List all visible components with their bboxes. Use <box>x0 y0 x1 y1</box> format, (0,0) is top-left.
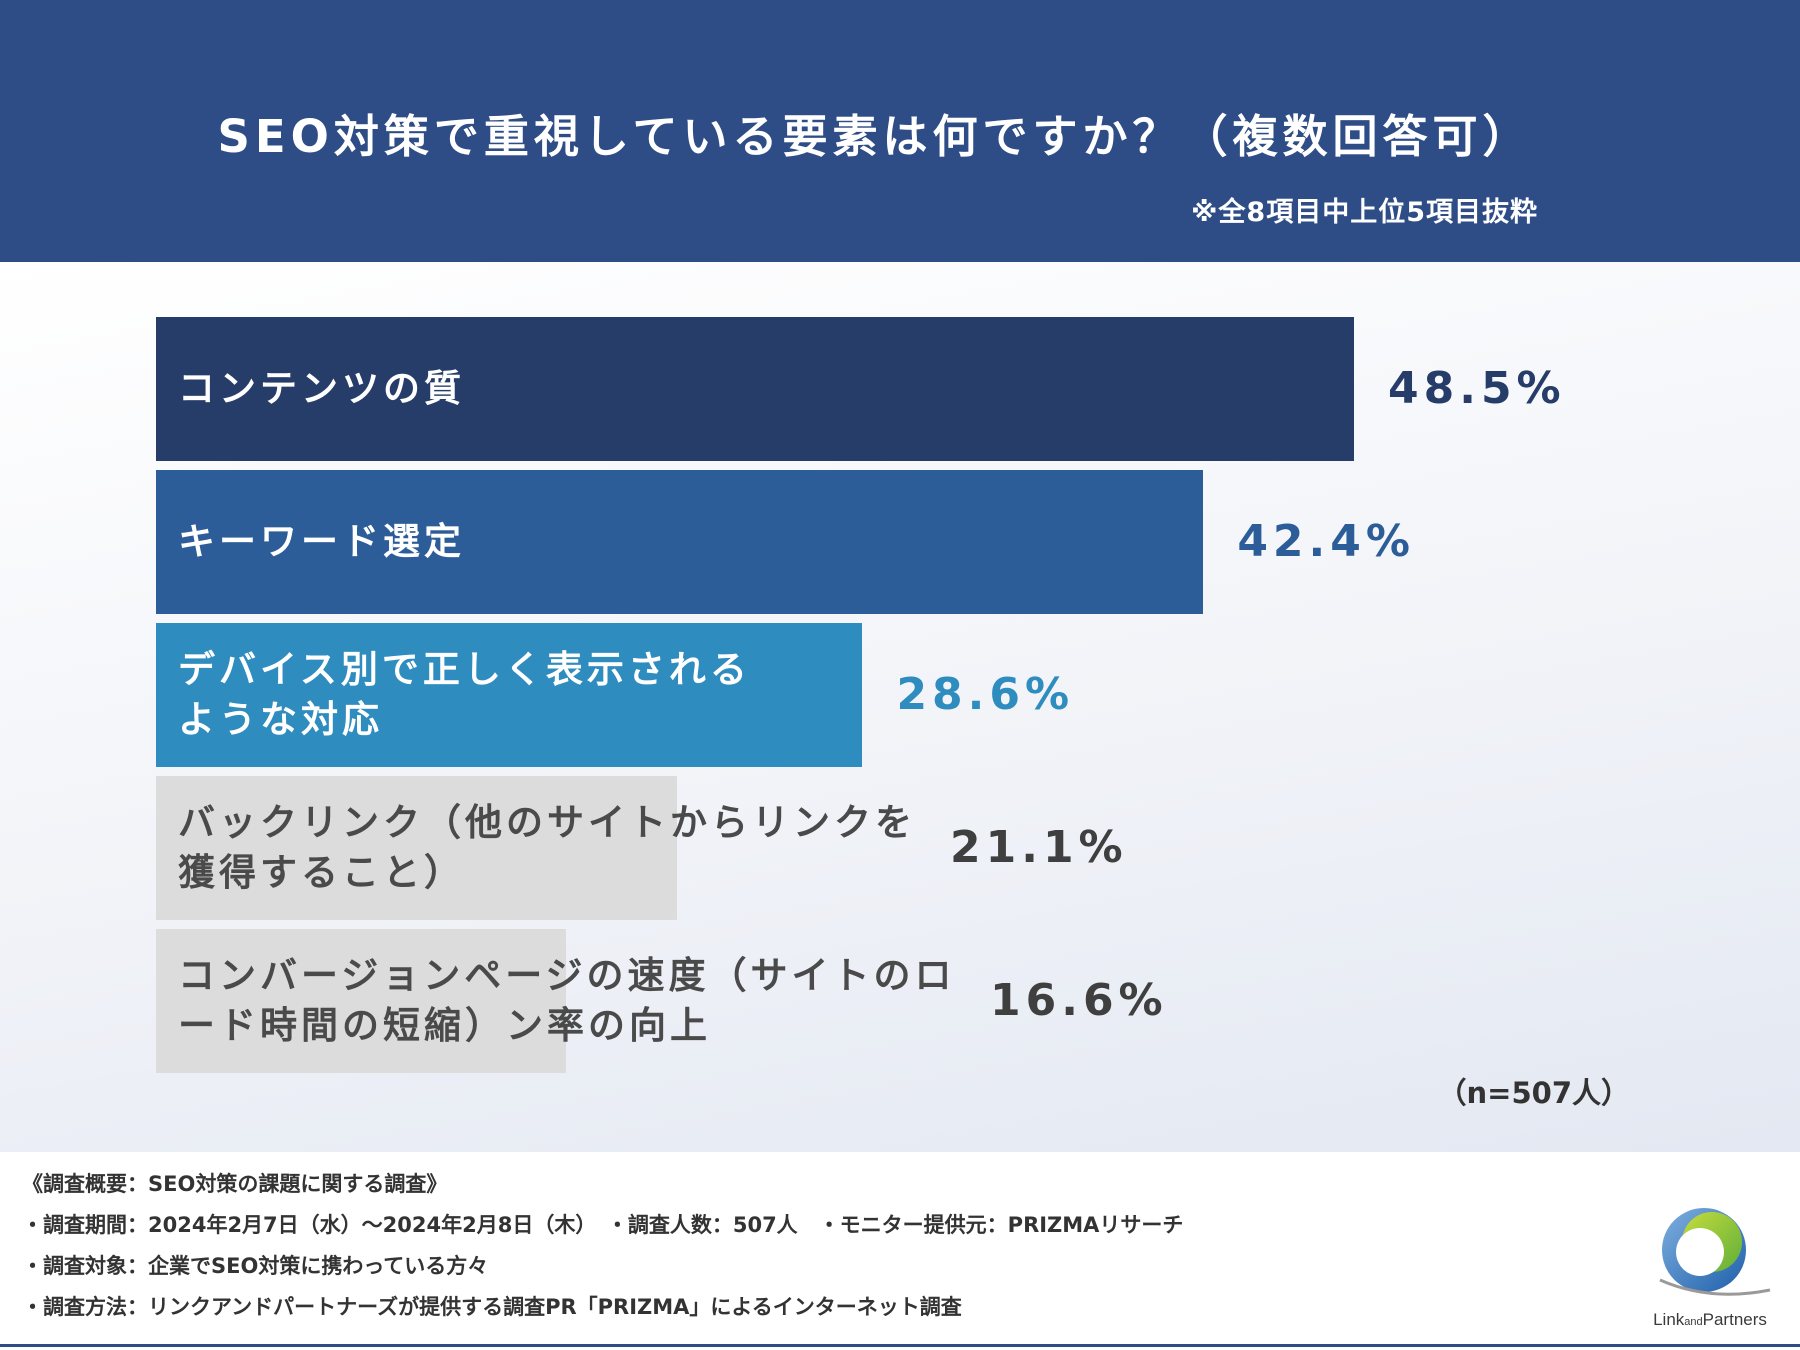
subset-note: ※全8項目中上位5項目抜粋 <box>1191 197 1538 228</box>
logo-text-link: Link <box>1653 1310 1685 1329</box>
chart-title: SEO対策で重視している要素は何ですか？（複数回答可） <box>217 110 1533 163</box>
bar-value-5: 16.6% <box>990 975 1168 1026</box>
bar-label-1: コンテンツの質 <box>178 367 465 410</box>
bar-value-3: 28.6% <box>896 669 1075 720</box>
bar-label-4: バックリンク（他のサイトからリンクを 獲得すること） <box>178 801 916 894</box>
bar-value-2: 42.4% <box>1237 516 1415 567</box>
logo-text-partners: Partners <box>1702 1310 1767 1329</box>
bar-2 <box>156 470 1204 614</box>
linkandpartners-logo: LinkandPartners <box>1640 1192 1780 1342</box>
bar-4 <box>156 776 678 920</box>
header-banner: SEO対策で重視している要素は何ですか？（複数回答可） ※全8項目中上位5項目抜… <box>0 0 1800 262</box>
bar-5 <box>156 929 567 1073</box>
logo-mark-icon <box>1659 1208 1771 1296</box>
bar-label-2: キーワード選定 <box>178 520 465 563</box>
bar-label-3: デバイス別で正しく表示される ような対応 <box>178 648 751 741</box>
survey-method-line: ・調査方法：リンクアンドパートナーズが提供する調査PR「PRIZMA」によるイン… <box>22 1295 962 1319</box>
survey-target-line: ・調査対象：企業でSEO対策に携わっている方々 <box>22 1254 489 1278</box>
survey-overview-heading: 《調査概要：SEO対策の課題に関する調査》 <box>22 1172 448 1196</box>
logo-text-and: and <box>1684 1316 1703 1328</box>
bar-1 <box>156 317 1354 461</box>
bar-chart: コンテンツの質 48.5% キーワード選定 42.4% デバイス別で正しく表示される よ… <box>0 262 1800 1152</box>
sample-size-note: （n=507人） <box>1437 1076 1630 1110</box>
logo-wordmark: LinkandPartners <box>1640 1310 1780 1330</box>
survey-period-line: ・調査期間：2024年2月7日（水）～2024年2月8日（木） ・調査人数：50… <box>22 1213 1184 1237</box>
bar-value-1: 48.5% <box>1388 363 1566 414</box>
chart-area: コンテンツの質 48.5% キーワード選定 42.4% デバイス別で正しく表示される よ… <box>0 262 1800 1152</box>
bar-3 <box>156 623 863 767</box>
survey-footer: 《調査概要：SEO対策の課題に関する調査》 ・調査期間：2024年2月7日（水）… <box>0 1152 1800 1350</box>
bar-value-4: 21.1% <box>950 822 1128 873</box>
footer-rule <box>0 1344 1800 1347</box>
bar-label-5: コンバージョンページの速度（サイトのロ ード時間の短縮）ン率の向上 <box>178 954 956 1047</box>
